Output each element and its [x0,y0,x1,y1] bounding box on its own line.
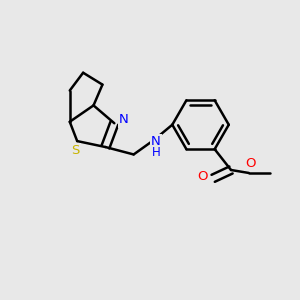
Text: N: N [151,136,161,148]
Text: H: H [152,146,160,160]
Text: O: O [197,170,208,183]
Text: N: N [119,113,129,126]
Text: O: O [245,157,256,170]
Text: S: S [71,144,80,157]
